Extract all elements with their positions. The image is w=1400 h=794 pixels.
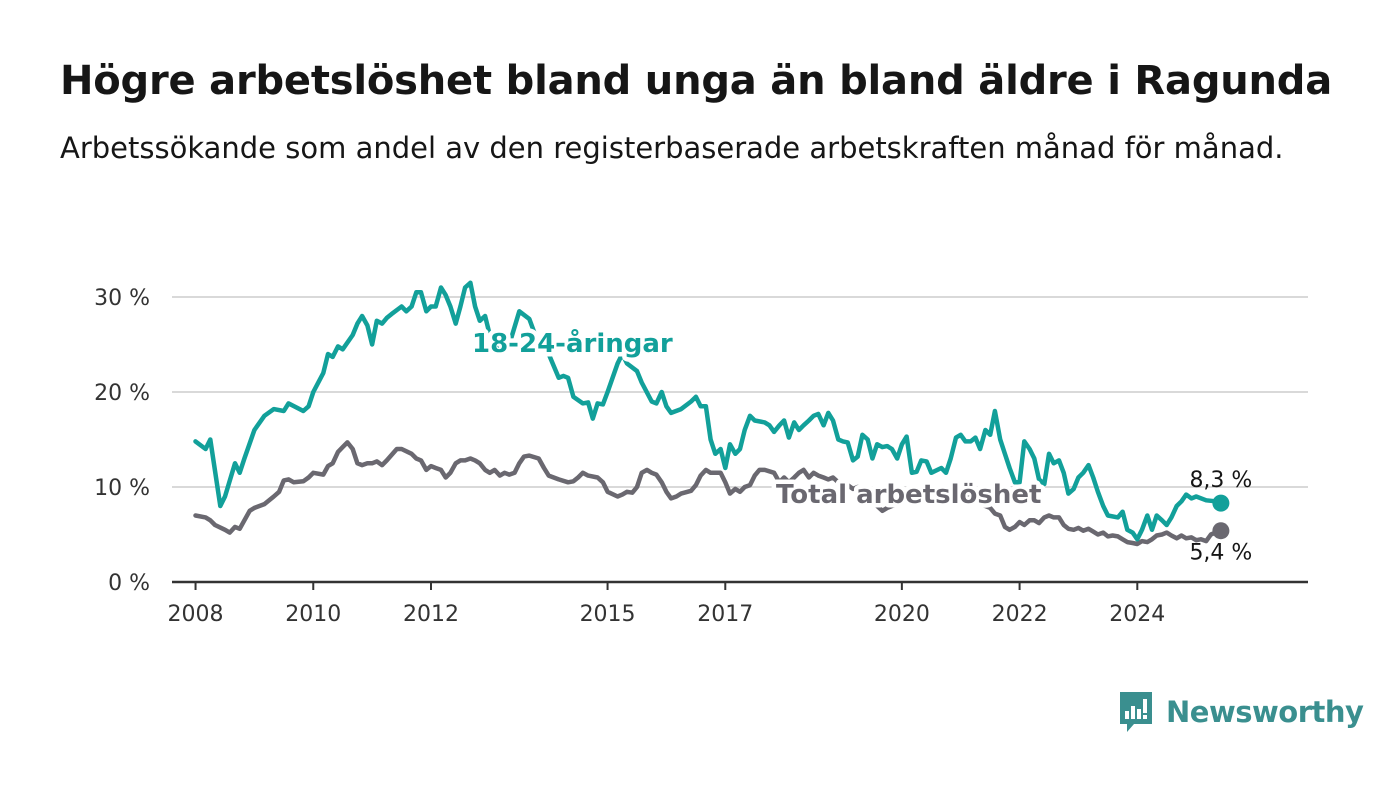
series-label-young: 18-24-åringar (472, 327, 673, 359)
x-tick-label: 2024 (1109, 602, 1165, 627)
grid-layer (172, 296, 1308, 488)
newsworthy-logo-text: Newsworthy (1166, 695, 1364, 729)
x-tick-label: 2010 (285, 602, 341, 627)
x-tick-label: 2017 (697, 602, 753, 627)
x-tick-label: 2012 (403, 602, 459, 627)
end-label-total: 5,4 % (1189, 541, 1252, 566)
x-tick-label: 2022 (992, 602, 1048, 627)
x-tick-label: 2015 (580, 602, 636, 627)
series-line-total (193, 440, 1224, 547)
label-layer: 18-24-åringar Total arbetslöshet 8,3 % 5,4 … (468, 323, 1253, 566)
x-tick-label: 2008 (168, 602, 224, 627)
end-point-total (1212, 522, 1230, 540)
axis-layer: 0 % 10 % 20 % 30 % 2008 2010 2012 2015 2017 2020 2… (94, 286, 1308, 627)
newsworthy-logo: Newsworthy (1118, 690, 1364, 734)
y-tick-label: 20 % (94, 381, 150, 406)
end-label-young: 8,3 % (1189, 468, 1252, 493)
series-line-young (193, 280, 1224, 542)
newsworthy-logo-icon (1120, 692, 1152, 732)
x-tick-label: 2020 (874, 602, 930, 627)
end-point-young (1212, 494, 1230, 512)
chart-subtitle: Arbetssökande som andel av den registerb… (60, 131, 1284, 165)
y-tick-label: 0 % (108, 571, 150, 596)
series-label-total: Total arbetslöshet (776, 480, 1041, 510)
y-tick-label: 30 % (94, 286, 150, 311)
line-layer (193, 280, 1230, 547)
y-tick-label: 10 % (94, 476, 150, 501)
chart-title: Högre arbetslöshet bland unga än bland ä… (60, 58, 1333, 104)
